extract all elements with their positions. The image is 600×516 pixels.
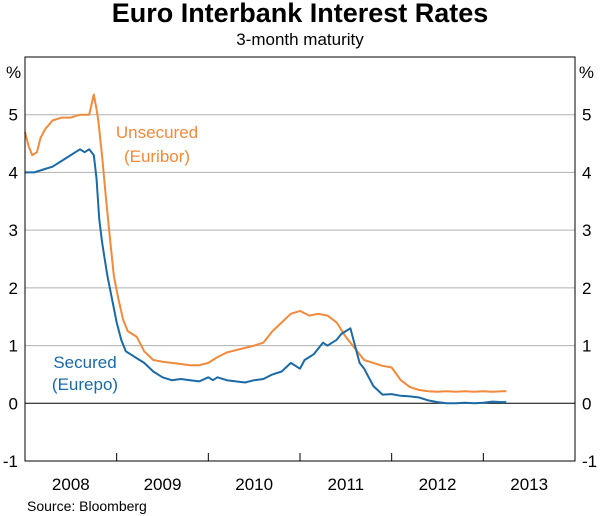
annotation-secured-line1: Secured [53, 353, 116, 372]
y-tick-label-right: 0 [582, 394, 591, 413]
x-tick-label: 2009 [144, 475, 182, 494]
y-tick-label-left: 4 [9, 163, 18, 182]
y-tick-label-right: 1 [582, 337, 591, 356]
y-ticks-left: -1 0 1 2 3 4 5 [3, 106, 18, 471]
chart-title: Euro Interbank Interest Rates [112, 0, 489, 28]
x-tick-label: 2008 [52, 475, 90, 494]
y-tick-label-left: 2 [9, 279, 18, 298]
annotation-secured-line2: (Eurepo) [52, 375, 118, 394]
series-lines [24, 93, 507, 405]
y-tick-label-right: 3 [582, 221, 591, 240]
x-ticks: 2008 2009 2010 2011 2012 2013 [52, 475, 548, 494]
source-note: Source: Bloomberg [27, 498, 147, 514]
y-unit-left: % [6, 63, 21, 82]
y-tick-label-right: 2 [582, 279, 591, 298]
y-tick-label-left: 3 [9, 221, 18, 240]
plot-frame [24, 56, 576, 462]
series-line-unsecured [24, 93, 507, 393]
x-tick-label: 2012 [419, 475, 457, 494]
annotation-unsecured-line2: (Euribor) [124, 147, 190, 166]
y-tick-label-right: -1 [582, 452, 597, 471]
y-tick-label-left: -1 [3, 452, 18, 471]
x-tick-label: 2013 [510, 475, 548, 494]
x-tick-label: 2011 [328, 475, 365, 494]
y-tick-label-left: 5 [9, 106, 18, 125]
y-tick-label-right: 5 [582, 106, 591, 125]
annotation-secured: Secured (Eurepo) [52, 353, 118, 394]
series-line-secured [25, 148, 507, 405]
annotation-unsecured-line1: Unsecured [116, 123, 198, 142]
y-tick-label-left: 1 [9, 337, 18, 356]
year-dividers [116, 453, 484, 461]
x-tick-label: 2010 [235, 475, 273, 494]
y-unit-right: % [579, 63, 594, 82]
annotation-unsecured: Unsecured (Euribor) [116, 123, 198, 166]
y-tick-label-left: 0 [9, 394, 18, 413]
y-ticks-right: -1 0 1 2 3 4 5 [582, 106, 597, 471]
chart-subtitle: 3-month maturity [236, 30, 364, 49]
y-tick-label-right: 4 [582, 163, 591, 182]
